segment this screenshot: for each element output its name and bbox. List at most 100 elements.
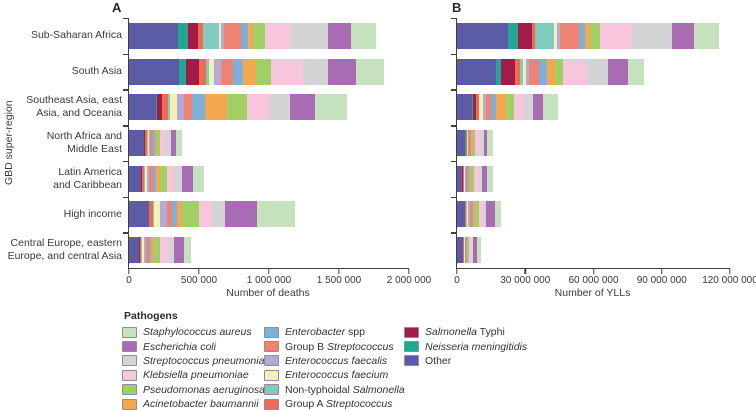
region-label-line: Europe, and central Asia [7, 250, 122, 263]
bar-segment [468, 130, 470, 156]
x-axis-tick [268, 269, 270, 274]
bar-segment [141, 237, 142, 264]
legend-label-part: Other [425, 354, 452, 367]
bar-segment [478, 94, 480, 121]
bar-segment [478, 165, 483, 192]
bar-segment [144, 165, 148, 192]
bar-segment [500, 58, 516, 85]
x-axis-tick [661, 269, 663, 274]
bar-row [129, 22, 409, 49]
bar-segment [141, 165, 142, 192]
bar-segment [532, 94, 543, 121]
region-label-line: High income [63, 208, 122, 221]
legend-item: Enterococcus faecalis [264, 354, 404, 368]
bar-segment [350, 22, 377, 49]
bar-segment [560, 22, 579, 49]
legend-column: Enterobacter spp Group B Streptococcus Ent… [264, 325, 405, 410]
bar-segment [185, 58, 199, 85]
bar-segment [466, 237, 468, 264]
legend-label: Pseudomonas aeruginosa [143, 384, 265, 396]
x-axis-tick [128, 269, 130, 274]
bar-segment [457, 165, 462, 192]
bar-segment [483, 130, 488, 156]
x-axis-tick-label: 120 000 000 [702, 275, 756, 286]
bar-segment [178, 22, 188, 49]
legend-columns: Staphylococcus aureus Escherichia coli Str… [122, 325, 527, 410]
bar-segment [191, 94, 206, 121]
bar-segment [632, 22, 673, 49]
bar-segment [476, 94, 479, 121]
bar-segment [469, 237, 472, 264]
legend-swatch [264, 341, 279, 353]
bar-segment [289, 22, 328, 49]
bar-segment [528, 58, 539, 85]
y-axis-tick [451, 196, 457, 198]
bar-segment [495, 201, 502, 228]
bar-segment [184, 94, 192, 121]
legend-label: Klebsiella pneumoniae [143, 369, 249, 381]
region-label: Southeast Asia, east Asia, and Oceania [0, 89, 122, 125]
y-axis-tick [123, 18, 129, 20]
legend-label: Staphylococcus aureus [143, 326, 252, 338]
bar-row [129, 237, 409, 264]
region-label-line: Asia, and Oceania [36, 107, 122, 120]
bar-segment [672, 22, 694, 49]
bar-segment [192, 165, 204, 192]
bar-segment [465, 165, 468, 192]
bar-segment [209, 58, 214, 85]
legend-swatch [122, 369, 137, 381]
bar-segment [149, 165, 153, 192]
bar-segment [187, 22, 198, 49]
legend-label: Group B Streptococcus [285, 341, 394, 353]
x-axis-tick [456, 269, 458, 274]
panel-a-label: A [112, 0, 122, 15]
bar-segment [470, 165, 474, 192]
bar-segment [148, 130, 150, 156]
region-label-line: North Africa and [46, 130, 122, 143]
bar-segment [482, 165, 488, 192]
plot-area-deaths: 0 500 000 1 000 000 1 500 000 2 000 000 [123, 18, 431, 286]
y-axis-tick [123, 196, 129, 198]
x-axis-tick [729, 269, 731, 274]
legend-label: Other [425, 355, 451, 367]
bar-segment [457, 237, 463, 264]
bar-segment [520, 58, 524, 85]
bar-segment [464, 237, 465, 264]
legend-label-part: Streptococcus [325, 398, 393, 410]
region-label-line: Central Europe, eastern [10, 237, 122, 250]
legend-swatch [264, 398, 279, 410]
bar-segment [464, 237, 466, 264]
legend-item: Group A Streptococcus [264, 397, 404, 410]
y-axis-tick [123, 125, 129, 127]
region-label-line: Latin America [58, 165, 122, 178]
legend-label: Salmonella Typhi [425, 326, 505, 338]
bar-segment [247, 22, 253, 49]
y-axis-tick [123, 53, 129, 56]
bar-segment [156, 165, 160, 192]
bar-row [457, 237, 730, 264]
bar-segment [524, 94, 533, 121]
legend-item: Acinetobacter baumannii [122, 397, 264, 410]
bar-segment [151, 237, 154, 264]
bar-segment [471, 237, 474, 264]
bar-segment [473, 165, 479, 192]
bar-segment [465, 237, 467, 264]
bar-segment [482, 94, 487, 121]
bar-segment [474, 201, 480, 228]
legend-swatch [122, 341, 137, 353]
bar-segment [487, 130, 493, 156]
bar-segment [197, 22, 204, 49]
region-label: High income [0, 197, 122, 233]
bar-segment [147, 165, 150, 192]
bar-segment [315, 94, 347, 121]
legend-swatch [122, 398, 137, 410]
region-label-line: Southeast Asia, east [26, 94, 122, 107]
bar-row [457, 130, 730, 156]
bar-segment [532, 22, 536, 49]
legend-swatch [264, 355, 279, 367]
bar-segment [139, 237, 141, 264]
bar-row [129, 58, 409, 85]
bar-segment [240, 22, 248, 49]
bar-segment [486, 94, 492, 121]
bar-segment [457, 22, 509, 49]
